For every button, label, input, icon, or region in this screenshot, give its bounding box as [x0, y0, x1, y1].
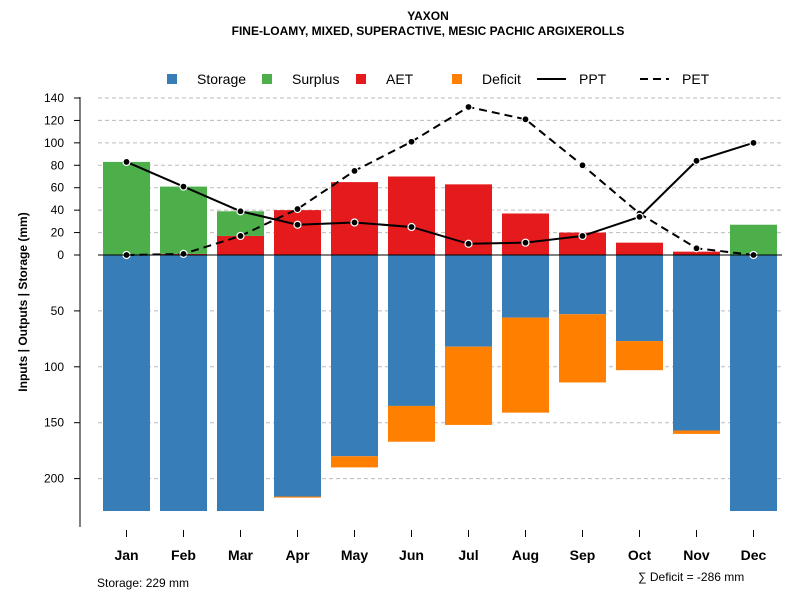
y-tick-label: 20	[51, 226, 65, 240]
deficit-bar	[274, 496, 321, 498]
pet-point	[578, 161, 587, 170]
pet-point	[521, 115, 530, 124]
x-tick-label: Jul	[458, 547, 478, 563]
ppt-point	[179, 182, 188, 191]
surplus-bar	[160, 186, 207, 254]
pet-point	[236, 231, 245, 241]
legend-label: PET	[682, 71, 710, 87]
storage-bar	[559, 255, 606, 315]
legend-swatch	[356, 74, 366, 84]
y-tick-label: 0	[57, 248, 64, 262]
y-tick-label: 40	[51, 203, 65, 217]
chart-title: YAXON	[407, 9, 449, 23]
ppt-point	[464, 239, 473, 248]
storage-note: Storage: 229 mm	[97, 576, 190, 590]
aet-bar	[217, 235, 264, 255]
x-tick-label: Feb	[171, 547, 196, 563]
aet-bar	[673, 251, 720, 255]
pet-point	[692, 244, 701, 253]
deficit-note: ∑ Deficit = -286 mm	[638, 570, 745, 584]
deficit-bar	[331, 456, 378, 468]
storage-bar	[274, 255, 321, 497]
y-tick-label: 120	[44, 113, 64, 127]
y-tick-label: 150	[44, 416, 64, 430]
deficit-bar	[673, 430, 720, 434]
pet-point	[407, 137, 416, 146]
series-lines	[122, 102, 758, 260]
y-tick-label: 50	[51, 304, 65, 318]
surplus-bar	[730, 224, 777, 255]
deficit-bar	[388, 405, 435, 442]
storage-bar	[445, 255, 492, 347]
y-axis-label: Inputs | Outputs | Storage (mm)	[16, 212, 30, 391]
legend-swatch	[167, 74, 177, 84]
x-tick-label: Jan	[114, 547, 138, 563]
y-tick-label: 60	[51, 181, 65, 195]
deficit-bar	[445, 346, 492, 425]
ppt-point	[122, 157, 131, 167]
ppt-point	[350, 218, 359, 227]
x-tick-label: Apr	[285, 547, 310, 563]
y-tick-label: 100	[44, 136, 64, 150]
x-tick-label: Sep	[570, 547, 596, 563]
storage-bar	[730, 255, 777, 512]
y-tick-label: 100	[44, 360, 64, 374]
x-tick-label: Dec	[741, 547, 767, 563]
ppt-point	[635, 212, 644, 221]
storage-bar	[217, 255, 264, 512]
ppt-point	[578, 231, 587, 241]
aet-bar	[616, 242, 663, 255]
axes: 0 20 40 60 80 100 120 140 50 100 150 200 Jan Feb Mar Ap…	[44, 91, 782, 563]
deficit-bar	[502, 317, 549, 413]
ppt-point	[236, 207, 245, 216]
x-tick-label: Mar	[228, 547, 253, 563]
legend-label: Deficit	[482, 71, 521, 87]
deficit-bar	[559, 314, 606, 383]
x-tick-label: Aug	[512, 547, 539, 563]
pet-point	[293, 204, 302, 214]
gridlines	[98, 97, 782, 480]
ppt-line	[126, 141, 754, 245]
storage-bar	[616, 255, 663, 342]
legend-label: PPT	[579, 71, 607, 87]
ppt-point	[407, 222, 416, 232]
ppt-point	[293, 220, 302, 229]
storage-bar	[502, 255, 549, 318]
storage-bar	[673, 255, 720, 431]
y-tick-label: 200	[44, 472, 64, 486]
ppt-point	[749, 138, 758, 147]
ppt-point	[692, 156, 701, 165]
legend-label: Storage	[197, 71, 246, 87]
x-tick-label: Jun	[399, 547, 424, 563]
deficit-bar	[616, 341, 663, 371]
pet-point	[179, 249, 188, 258]
aet-bar	[274, 210, 321, 255]
aet-bar	[388, 176, 435, 255]
ppt-point	[521, 238, 530, 247]
legend-swatch	[262, 74, 272, 84]
bars	[103, 161, 777, 512]
legend: Storage Surplus AET Deficit PPT PET	[167, 71, 710, 87]
storage-bar	[388, 255, 435, 406]
pet-point	[350, 166, 359, 175]
storage-bar	[160, 255, 207, 512]
x-tick-label: May	[341, 547, 368, 563]
surplus-bar	[103, 161, 150, 255]
y-tick-label: 140	[44, 91, 64, 105]
y-tick-label: 80	[51, 158, 65, 172]
legend-label: AET	[386, 71, 414, 87]
chart-subtitle: FINE-LOAMY, MIXED, SUPERACTIVE, MESIC PA…	[232, 24, 625, 38]
x-tick-label: Nov	[683, 547, 710, 563]
aet-bar	[502, 213, 549, 255]
pet-point	[464, 102, 473, 112]
pet-line	[126, 105, 754, 256]
storage-bar	[331, 255, 378, 457]
storage-bar	[103, 255, 150, 512]
legend-label: Surplus	[292, 71, 339, 87]
x-tick-label: Oct	[628, 547, 652, 563]
legend-swatch	[452, 74, 462, 84]
